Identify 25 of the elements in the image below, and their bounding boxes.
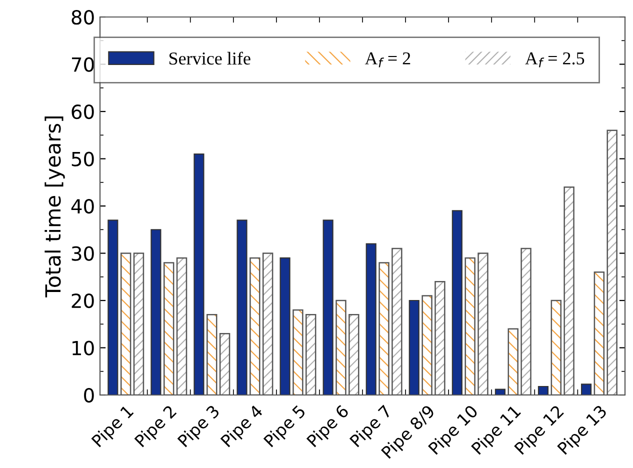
bar (366, 243, 376, 395)
x-tick-label: Pipe 6 (306, 404, 350, 448)
y-axis-title: Total time [years] (44, 116, 65, 298)
bar (452, 210, 462, 395)
bar (322, 220, 334, 395)
legend-label: A$_{f}$ = 2 (364, 52, 410, 68)
legend-label: A$_{f}$ = 2.5 (525, 52, 584, 68)
y-tick-label: 30 (72, 246, 94, 261)
y-tick-label: 10 (72, 340, 94, 356)
y-tick-label: 60 (72, 104, 94, 120)
bar (580, 384, 592, 395)
bar (194, 153, 204, 395)
y-tick-label: 80 (72, 10, 94, 25)
y-tick-label: 20 (72, 293, 94, 308)
bar (538, 386, 549, 395)
y-tick-label: 0 (84, 388, 94, 403)
bar (150, 229, 162, 395)
legend-label: Service life (169, 52, 250, 65)
bar (408, 300, 420, 395)
y-tick-label: 50 (72, 152, 94, 166)
y-tick-label: 70 (72, 57, 94, 72)
bar (236, 220, 248, 395)
bar (280, 257, 290, 395)
bar (108, 220, 118, 395)
y-tick-label: 40 (71, 198, 94, 214)
